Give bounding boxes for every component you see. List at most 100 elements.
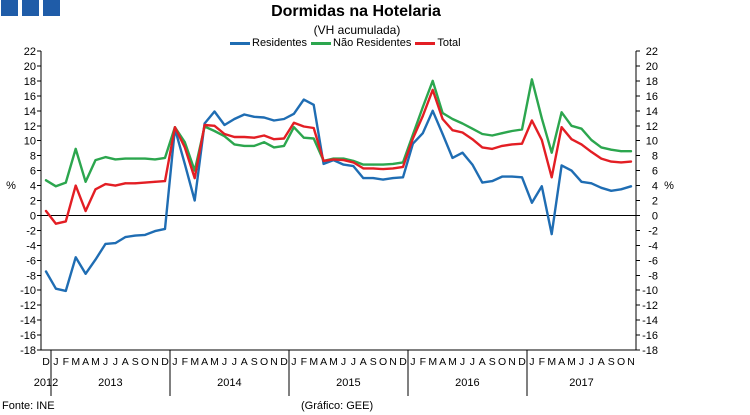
data-point-total: [223, 133, 226, 135]
data-point-total: [521, 142, 523, 145]
x-tick-label: O: [617, 356, 625, 368]
data-point-nao-residentes: [154, 158, 156, 161]
y-tick-label-right: -2: [648, 225, 658, 237]
logo-square: [43, 0, 60, 16]
x-tick-label: F: [539, 356, 545, 368]
data-point-residentes: [600, 186, 603, 189]
data-point-nao-residentes: [461, 122, 464, 125]
data-point-residentes: [580, 180, 583, 183]
data-point-residentes: [342, 163, 345, 166]
x-tick-label: D: [280, 356, 288, 368]
x-tick-label: J: [103, 356, 108, 368]
data-point-nao-residentes: [253, 144, 256, 147]
y-tick-label-left: 14: [24, 106, 36, 118]
data-point-residentes: [312, 103, 315, 106]
data-point-total: [203, 124, 206, 126]
data-point-nao-residentes: [283, 144, 285, 147]
x-tick-label: M: [329, 356, 338, 368]
x-tick-label: F: [301, 356, 307, 368]
data-point-residentes: [183, 162, 186, 165]
data-point-total: [45, 210, 47, 212]
data-point-nao-residentes: [550, 151, 553, 154]
data-point-nao-residentes: [54, 185, 57, 188]
data-point-nao-residentes: [362, 163, 365, 166]
x-tick-label: D: [161, 356, 169, 368]
data-point-residentes: [94, 258, 97, 261]
legend-label: Total: [437, 37, 461, 49]
data-point-residentes: [550, 233, 553, 236]
data-point-total: [382, 168, 385, 171]
x-tick-label: M: [71, 356, 80, 368]
data-point-residentes: [530, 201, 533, 204]
data-point-nao-residentes: [521, 128, 523, 131]
data-point-total: [302, 125, 305, 128]
footer-credit: (Gráfico: GEE): [301, 400, 374, 412]
y-tick-label-right: 4: [652, 181, 658, 193]
data-point-total: [193, 177, 196, 180]
data-point-residentes: [421, 132, 424, 135]
y-tick-label-right: 14: [646, 106, 658, 118]
data-point-nao-residentes: [620, 150, 623, 153]
data-point-residentes: [362, 177, 365, 180]
x-tick-label: M: [428, 356, 437, 368]
y-tick-label-left: -18: [20, 345, 36, 357]
data-point-nao-residentes: [243, 144, 246, 147]
data-point-total: [402, 165, 404, 168]
data-point-total: [630, 160, 632, 163]
y-tick-label-right: -14: [642, 315, 658, 327]
x-tick-label: A: [241, 356, 248, 368]
x-tick-label: O: [260, 356, 268, 368]
data-point-residentes: [382, 178, 385, 181]
data-point-total: [74, 184, 77, 187]
x-tick-label: J: [470, 356, 475, 368]
legend-swatch: [311, 42, 332, 45]
data-point-residentes: [64, 289, 67, 292]
data-point-residentes: [570, 169, 573, 172]
x-tick-label: J: [222, 356, 227, 368]
data-point-total: [283, 137, 285, 140]
series-line-nao-residentes: [44, 78, 633, 188]
x-tick-label: J: [589, 356, 594, 368]
y-tick-label-right: 22: [646, 46, 658, 58]
data-point-total: [600, 157, 603, 160]
legend-label: Residentes: [252, 37, 308, 49]
data-point-nao-residentes: [223, 135, 226, 138]
data-point-residentes: [392, 177, 394, 180]
x-tick-label: N: [270, 356, 278, 368]
y-tick-label-right: 6: [652, 166, 658, 178]
data-point-total: [550, 176, 553, 179]
data-point-residentes: [164, 227, 166, 230]
data-point-nao-residentes: [471, 127, 474, 130]
data-point-residentes: [441, 133, 444, 135]
x-tick-label: M: [210, 356, 219, 368]
x-tick-label: J: [172, 356, 177, 368]
data-point-residentes: [134, 234, 137, 237]
y-tick-label-right: -4: [648, 240, 658, 252]
data-point-residentes: [491, 180, 494, 183]
data-point-nao-residentes: [372, 163, 375, 166]
data-point-total: [322, 159, 325, 162]
y-tick-label-left: -2: [26, 225, 36, 237]
data-point-total: [441, 118, 444, 120]
data-point-total: [511, 143, 513, 146]
year-label: 2016: [455, 377, 479, 389]
x-tick-label: J: [341, 356, 346, 368]
data-point-residentes: [461, 151, 464, 154]
data-point-residentes: [114, 242, 117, 245]
y-axis-unit-right: %: [664, 180, 674, 192]
logo-square: [1, 0, 18, 16]
x-tick-label: A: [320, 356, 327, 368]
data-point-nao-residentes: [630, 150, 632, 153]
data-point-nao-residentes: [64, 181, 67, 184]
data-point-residentes: [372, 177, 375, 180]
x-tick-label: J: [232, 356, 237, 368]
x-tick-label: S: [132, 356, 139, 368]
data-point-total: [392, 167, 394, 170]
data-point-total: [570, 138, 573, 141]
data-point-nao-residentes: [263, 141, 266, 144]
data-point-nao-residentes: [511, 130, 513, 132]
y-tick-label-left: -16: [20, 330, 36, 342]
data-point-total: [243, 136, 246, 138]
y-tick-label-left: -4: [26, 240, 36, 252]
